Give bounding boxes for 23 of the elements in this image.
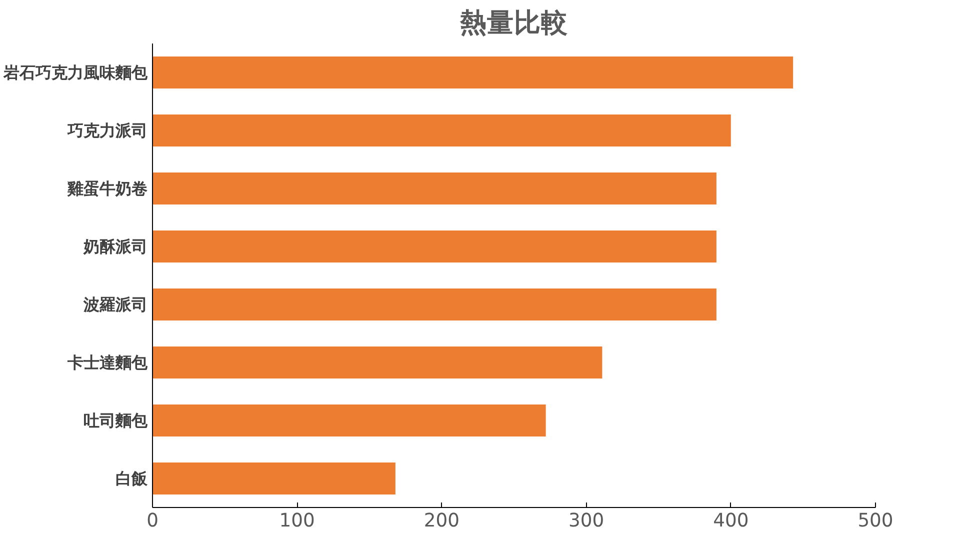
y-tick-label: 白飯 — [116, 469, 148, 488]
bar — [152, 288, 716, 320]
y-tick-label: 波羅派司 — [82, 295, 148, 314]
y-tick-label: 吐司麵包 — [84, 411, 148, 430]
y-tick-label: 巧克力派司 — [66, 121, 148, 140]
x-tick-label: 400 — [713, 510, 749, 532]
x-tick-label: 500 — [858, 510, 894, 532]
bar — [152, 56, 794, 88]
x-tick-label: 300 — [568, 510, 604, 532]
bar — [152, 462, 396, 494]
bar — [152, 172, 716, 204]
bar — [152, 404, 546, 436]
x-tick-label: 0 — [146, 510, 158, 532]
y-tick-label: 奶酥派司 — [82, 237, 148, 256]
bar — [152, 230, 716, 262]
y-tick-label: 岩石巧克力風味麵包 — [2, 63, 148, 82]
y-tick-label: 雞蛋牛奶卷 — [66, 179, 148, 198]
chart-title: 熱量比較 — [459, 8, 568, 38]
y-tick-label: 卡士達麵包 — [66, 353, 148, 372]
bar — [152, 114, 731, 146]
x-tick-label: 200 — [424, 510, 460, 532]
x-tick-label: 100 — [279, 510, 315, 532]
bar — [152, 346, 602, 378]
